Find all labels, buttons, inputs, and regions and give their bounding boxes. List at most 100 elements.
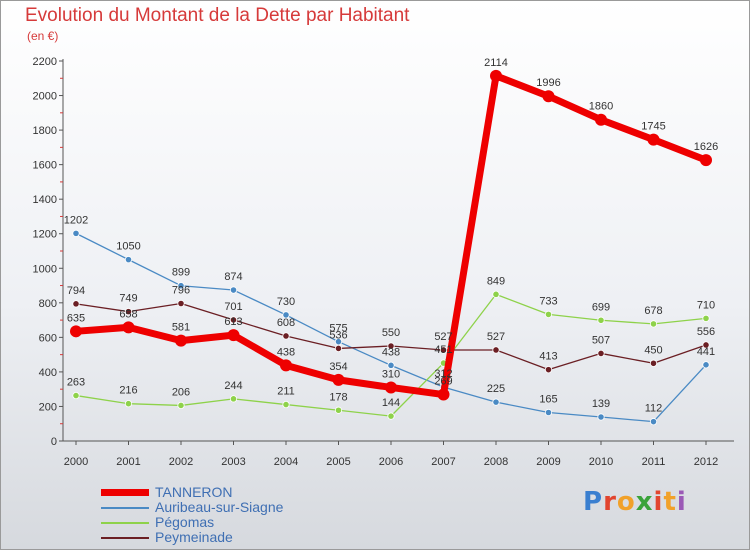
data-label: 269 [434,376,452,388]
data-point [177,299,185,308]
data-point [649,359,658,367]
data-point [702,361,710,369]
data-point [544,310,553,318]
legend-item: Pégomas [101,515,361,530]
brand-letter: i [653,487,664,517]
data-label: 794 [67,285,85,297]
data-label: 438 [277,346,295,358]
y-tick-label: 1200 [33,229,57,241]
x-tick-label: 2001 [116,456,140,468]
brand-letter: o [616,487,636,517]
data-label: 310 [382,368,400,380]
data-point [597,413,605,421]
line-chart: 0 200 400 600 800 1000 1200 1400 1600 1800 2000 220… [33,56,734,468]
data-point [282,332,290,340]
data-label: 575 [329,323,347,335]
x-tick-label: 2003 [221,456,245,468]
data-label: 658 [119,308,137,320]
x-tick-label: 2006 [379,456,403,468]
data-point [492,290,500,298]
data-point [334,344,343,353]
data-point [177,282,185,290]
y-tick-label: 600 [39,332,57,344]
legend-item: TANNERON [101,485,361,500]
data-label: 581 [172,322,190,334]
data-point [702,341,710,349]
x-tick-label: 2008 [484,456,508,468]
data-label: 244 [224,380,242,392]
legend-swatch [101,489,149,496]
brand-letter: t [663,487,677,517]
data-label: 211 [277,386,295,398]
data-label: 527 [434,331,452,343]
data-point [70,325,82,338]
data-point [387,342,395,350]
data-label: 874 [224,271,242,283]
data-point [649,418,658,426]
y-tick-label: 1800 [33,125,57,137]
data-point [72,300,80,308]
data-point [124,256,133,264]
data-point [544,366,553,374]
data-label: 699 [592,301,610,313]
data-point [387,412,395,420]
data-label: 730 [277,296,295,308]
data-point [544,408,553,417]
data-point [334,406,343,414]
data-label: 678 [644,305,662,317]
y-tick-label: 2200 [33,56,57,68]
data-point [282,400,290,409]
brand-letter: x [635,487,654,517]
x-tick-label: 2005 [326,456,350,468]
x-tick-label: 2004 [274,456,298,468]
legend-item: Auribeau-sur-Siagne [101,500,361,515]
data-label: 613 [224,316,242,328]
data-label: 527 [487,331,505,343]
data-label: 1202 [64,214,88,226]
data-label: 450 [644,344,662,356]
data-point [649,320,658,328]
data-label: 139 [592,398,610,410]
data-point [647,133,660,146]
data-label: 216 [119,385,137,397]
data-label: 178 [329,391,347,403]
data-point [387,361,395,369]
data-point [492,398,500,406]
data-label: 2114 [484,57,508,69]
data-label: 899 [172,267,190,279]
data-point [702,314,710,322]
chart-title: Evolution du Montant de la Dette par Hab… [25,5,410,26]
y-tick-label: 1400 [33,194,57,206]
data-label: 536 [329,329,347,341]
legend-label: Pégomas [155,514,215,530]
data-point [542,90,555,103]
y-tick-label: 0 [51,436,57,448]
data-point [72,229,80,237]
data-point [229,316,238,324]
data-label: 849 [487,275,505,287]
brand-letter: i [676,487,687,517]
y-tick-label: 200 [39,401,57,413]
data-point [175,334,187,347]
legend: TANNERON Auribeau-sur-Siagne Pégomas Pey… [101,485,361,545]
data-label: 556 [697,326,715,338]
data-point [700,154,712,167]
data-label: 550 [382,327,400,339]
legend-label: Auribeau-sur-Siagne [155,499,284,515]
data-label: 165 [539,394,557,406]
x-tick-label: 2009 [536,456,560,468]
chart-subtitle: (en €) [27,29,59,43]
data-label: 635 [67,312,85,324]
data-point [490,69,502,82]
legend-item: Peymeinade [101,530,361,545]
x-tick-label: 2007 [431,456,455,468]
x-tick-label: 2002 [169,456,193,468]
data-label: 1745 [641,121,665,133]
data-label: 354 [329,361,347,373]
x-tick-label: 2010 [589,456,613,468]
data-label: 413 [539,351,557,363]
data-label: 263 [67,377,85,389]
data-point [437,388,450,401]
data-label: 507 [592,334,610,346]
